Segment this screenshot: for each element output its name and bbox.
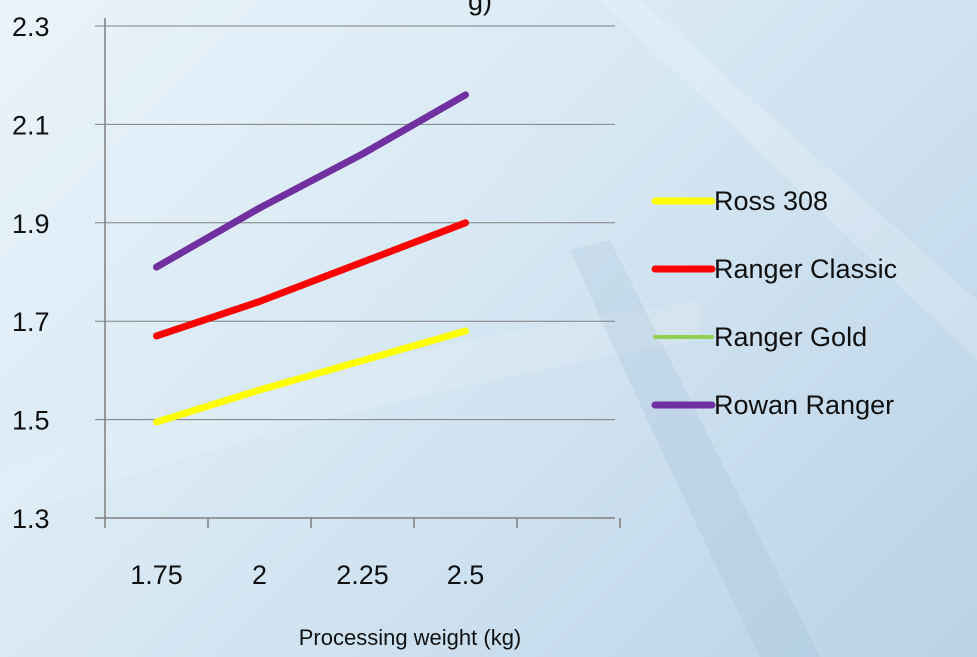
legend-label: Ranger Gold [714, 322, 867, 352]
x-tick-label: 1.75 [130, 560, 183, 590]
y-tick-labels: 1.3 1.5 1.7 1.9 2.1 2.3 [12, 12, 50, 534]
series-line-rowan-ranger [153, 91, 469, 271]
axes [95, 18, 621, 528]
legend-label: Rowan Ranger [714, 390, 894, 420]
y-tick-label: 2.3 [12, 12, 50, 42]
x-tick-label: 2.5 [447, 560, 485, 590]
series-line-ranger-classic [153, 219, 469, 340]
y-tick-label: 1.7 [12, 307, 50, 337]
gridlines [95, 25, 615, 421]
series-lines [153, 91, 469, 426]
y-tick-label: 2.1 [12, 110, 50, 140]
x-axis-title: Processing weight (kg) [299, 625, 522, 650]
x-tick-label: 2.25 [336, 560, 389, 590]
y-tick-label: 1.9 [12, 209, 50, 239]
series-line-ross-308 [153, 327, 469, 426]
legend: Ross 308 Ranger Classic Ranger Gold Rowan R… [651, 186, 897, 420]
chart-title-fragment: g) [468, 0, 492, 16]
y-tick-label: 1.5 [12, 406, 50, 436]
x-tick-labels: 1.75 2 2.25 2.5 [130, 560, 484, 590]
legend-label: Ross 308 [714, 186, 828, 216]
legend-label: Ranger Classic [714, 254, 897, 284]
y-tick-label: 1.3 [12, 504, 50, 534]
x-tick-label: 2 [252, 560, 267, 590]
